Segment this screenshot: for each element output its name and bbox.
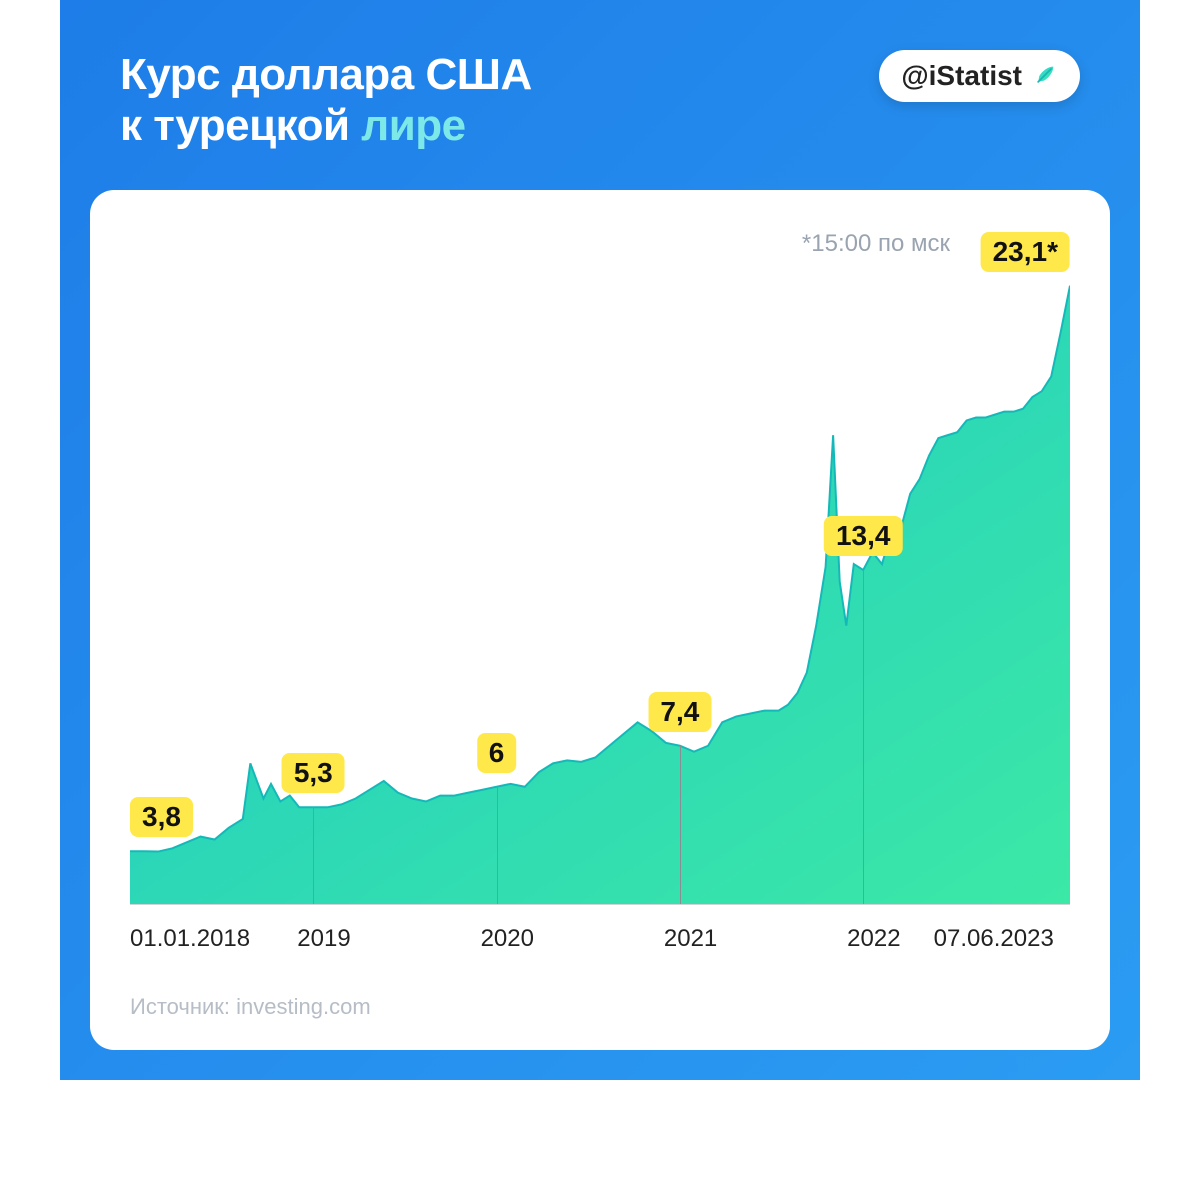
data-label: 13,4 <box>824 516 903 556</box>
data-label: 7,4 <box>648 692 711 732</box>
x-tick-label: 2021 <box>664 925 717 953</box>
chart-wrap: *15:00 по мск 3,85,367,413,423,1* 01.01.… <box>130 230 1070 964</box>
infographic-container: Курс доллара США к турецкой лире @iStati… <box>60 0 1140 1080</box>
data-label: 5,3 <box>282 753 345 793</box>
grid-vline <box>497 787 498 904</box>
x-tick-label: 2020 <box>481 925 534 953</box>
data-label: 3,8 <box>130 797 193 837</box>
data-label: 23,1* <box>981 232 1070 272</box>
title-line1: Курс доллара США <box>120 50 532 99</box>
data-label: 6 <box>477 733 517 773</box>
title-line2-prefix: к турецкой <box>120 101 361 150</box>
x-tick-label: 01.01.2018 <box>130 925 250 953</box>
grid-vline <box>863 570 864 904</box>
x-tick-label: 07.06.2023 <box>934 925 1054 953</box>
header: Курс доллара США к турецкой лире @iStati… <box>60 0 1140 181</box>
source-text: Источник: investing.com <box>130 994 1070 1020</box>
feather-icon <box>1030 62 1058 90</box>
source-badge: @iStatist <box>879 50 1080 102</box>
x-tick-label: 2019 <box>297 925 350 953</box>
area-chart-svg <box>130 230 1070 904</box>
grid-vline <box>313 807 314 904</box>
x-axis: 01.01.2018 2019 2020 2021 2022 07.06.2023 <box>130 904 1070 964</box>
chart-card: *15:00 по мск 3,85,367,413,423,1* 01.01.… <box>90 190 1110 1050</box>
grid-vline <box>680 746 681 904</box>
chart-plot: 3,8 5,3 6 7,4 13,4 23,1* <box>130 230 1070 904</box>
x-tick-label: 2022 <box>847 925 900 953</box>
title-line2-accent: лире <box>361 101 465 150</box>
badge-text: @iStatist <box>901 60 1022 92</box>
title: Курс доллара США к турецкой лире <box>120 50 532 151</box>
